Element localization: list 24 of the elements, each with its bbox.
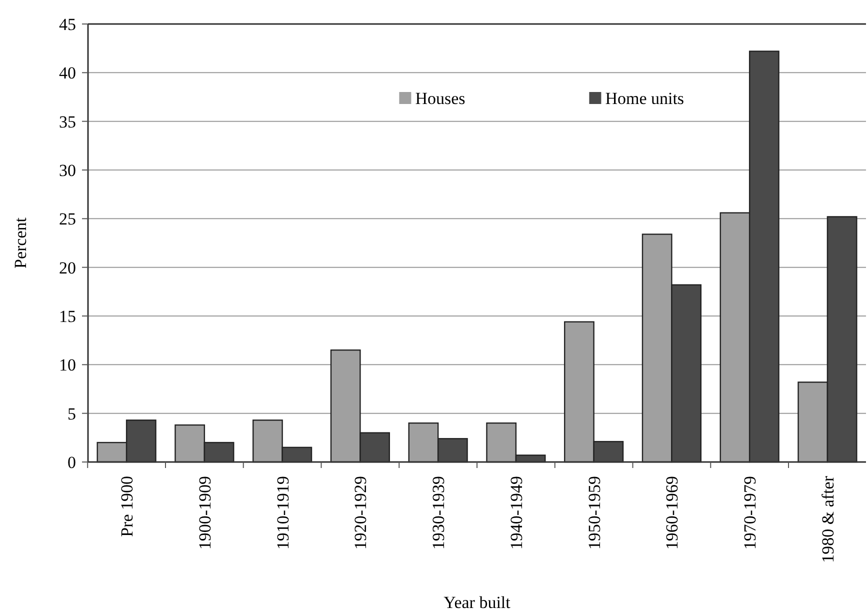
y-tick-label: 25 [59, 210, 76, 229]
x-tick-label: 1950-1959 [584, 476, 604, 550]
legend-label: Home units [605, 89, 684, 108]
y-tick-label: 5 [68, 404, 76, 424]
y-tick-label: 45 [59, 14, 76, 34]
y-tick-label: 20 [59, 258, 76, 278]
x-axis-title: Year built [444, 593, 511, 612]
x-tick-label: 1970-1979 [740, 476, 760, 550]
y-tick-label: 40 [59, 64, 76, 83]
y-tick-label: 15 [59, 306, 76, 326]
y-tick-label: 0 [68, 452, 76, 472]
x-tick-label: 1980 & after [818, 476, 838, 563]
x-tick-label: 1940-1949 [506, 476, 526, 550]
y-tick-label: 35 [59, 112, 76, 132]
x-tick-label: 1920-1929 [351, 476, 370, 550]
x-tick-label: Pre 1900 [118, 476, 136, 537]
x-tick-label: 1900-1909 [195, 476, 214, 550]
y-axis-title: Percent [10, 217, 30, 268]
y-tick-label: 10 [59, 356, 76, 375]
legend-label: Houses [415, 89, 466, 108]
x-tick-label: 1960-1969 [662, 476, 682, 550]
x-tick-label: 1910-1919 [273, 476, 292, 550]
x-tick-label: 1930-1939 [429, 476, 448, 550]
y-tick-label: 30 [59, 160, 76, 180]
